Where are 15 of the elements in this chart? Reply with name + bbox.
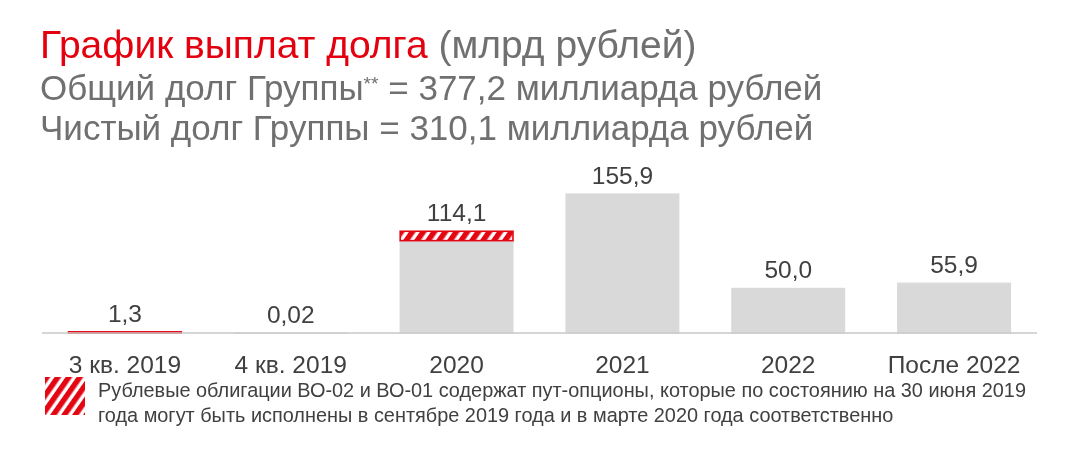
data-label: 55,9: [930, 251, 978, 279]
legend-label: Рублевые облигации ВО-02 и ВО-01 содержат пут-опционы, которые по состоянию на 30 июня 2019 года могут быть исполнены в сентябре 2019 года и в марте 2020 года соответственно: [98, 379, 1026, 426]
x-tick-label: 2021: [595, 351, 650, 378]
x-tick-label: 2022: [760, 351, 816, 378]
data-label: 1,3: [107, 299, 142, 327]
chart-title: График выплат долга (млрд рублей): [40, 23, 697, 66]
data-label: 0,02: [266, 300, 315, 328]
data-label: 50,0: [764, 256, 813, 284]
total-label: 114,1: [426, 199, 487, 227]
x-tick-label: 4 кв. 2019: [234, 351, 347, 378]
x-tick-label: После 2022: [887, 351, 1021, 378]
data-label: 155,9: [591, 162, 654, 189]
x-tick-label: 3 кв. 2019: [68, 351, 182, 378]
x-tick-label: 2020: [429, 351, 484, 378]
chart-subtitle: Общий долг Группы$^{**}$ = 377,2 миллиарда рублей Чистый долг Группы = 310,1 миллиарда рублей: [40, 68, 823, 147]
